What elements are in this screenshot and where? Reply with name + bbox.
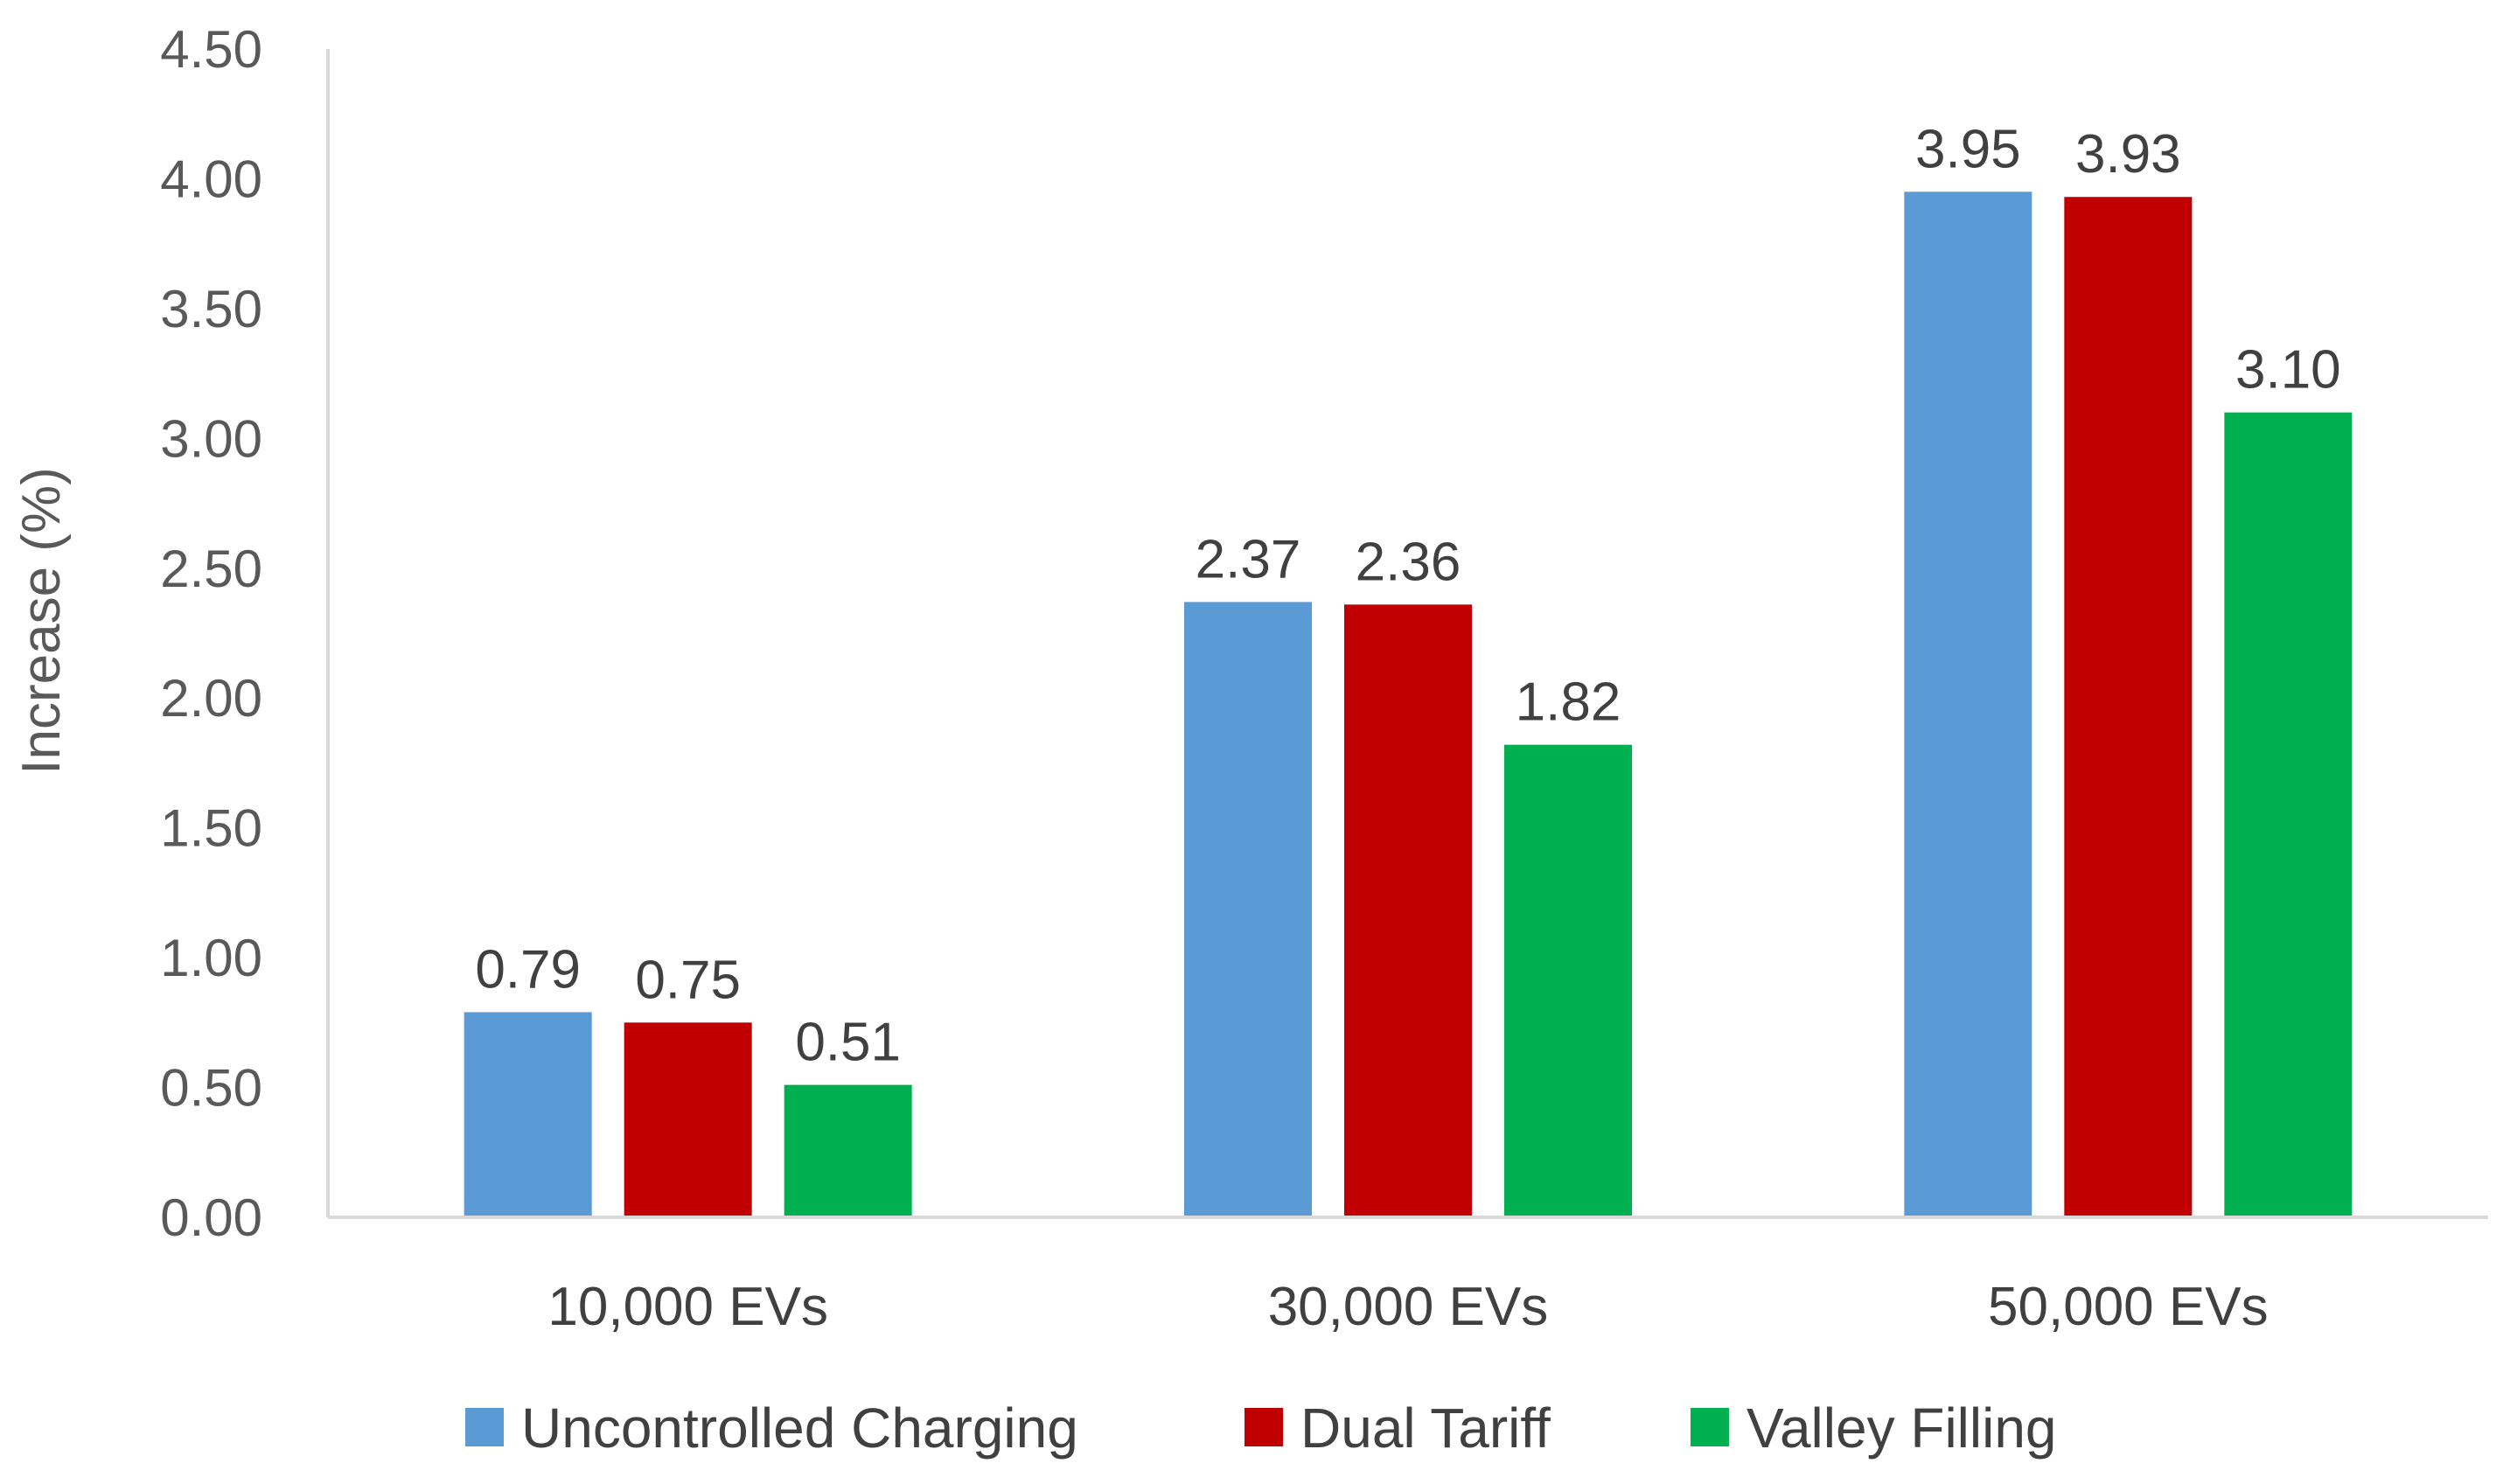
bar-series bbox=[464, 192, 2353, 1218]
data-label: 0.51 bbox=[795, 1013, 901, 1073]
x-axis-categories: 10,000 EVs 30,000 EVs 50,000 EVs bbox=[547, 1277, 2268, 1337]
y-tick-label: 3.50 bbox=[160, 280, 262, 338]
y-tick-label: 3.00 bbox=[160, 409, 262, 468]
legend-label: Valley Filling bbox=[1747, 1397, 2057, 1460]
legend-label: Dual Tariff bbox=[1300, 1397, 1551, 1460]
data-label: 2.36 bbox=[1356, 532, 1461, 592]
data-labels: 0.79 0.75 0.51 2.37 2.36 1.82 3.95 3.93 3.10 bbox=[475, 119, 2340, 1072]
bar-valley-filling bbox=[1504, 744, 1632, 1217]
y-tick-label: 4.00 bbox=[160, 150, 262, 208]
bar-dual-tariff bbox=[1344, 604, 1472, 1217]
x-category-label: 10,000 EVs bbox=[547, 1277, 828, 1337]
bar-uncontrolled-charging bbox=[1184, 602, 1312, 1217]
legend: Uncontrolled Charging Dual Tariff Valley F… bbox=[465, 1397, 2057, 1460]
y-tick-label: 0.00 bbox=[160, 1188, 262, 1247]
x-category-label: 50,000 EVs bbox=[1988, 1277, 2269, 1337]
data-label: 3.10 bbox=[2235, 340, 2341, 401]
y-tick-label: 4.50 bbox=[160, 20, 262, 79]
y-axis-title: Increase (%) bbox=[11, 467, 72, 774]
y-tick-label: 2.50 bbox=[160, 540, 262, 598]
legend-label: Uncontrolled Charging bbox=[521, 1397, 1078, 1460]
bar-dual-tariff bbox=[2064, 197, 2193, 1217]
bar-valley-filling bbox=[784, 1084, 912, 1217]
y-tick-label: 1.50 bbox=[160, 799, 262, 858]
bar-valley-filling bbox=[2224, 412, 2353, 1218]
legend-swatch-valley-filling bbox=[1691, 1408, 1729, 1446]
data-label: 0.79 bbox=[475, 939, 581, 1000]
y-axis-ticks: 0.00 0.50 1.00 1.50 2.00 2.50 3.00 3.50 4.00 4.50 bbox=[160, 20, 262, 1247]
data-label: 1.82 bbox=[1516, 672, 1621, 733]
y-tick-label: 2.00 bbox=[160, 669, 262, 728]
y-tick-label: 0.50 bbox=[160, 1059, 262, 1118]
data-label: 0.75 bbox=[635, 950, 741, 1010]
bar-dual-tariff bbox=[624, 1022, 752, 1217]
data-label: 3.95 bbox=[1915, 119, 2021, 179]
data-label: 3.93 bbox=[2075, 124, 2181, 185]
y-tick-label: 1.00 bbox=[160, 929, 262, 987]
bar-uncontrolled-charging bbox=[1904, 192, 2032, 1217]
legend-swatch-dual-tariff bbox=[1245, 1408, 1283, 1446]
data-label: 2.37 bbox=[1196, 529, 1301, 589]
legend-swatch-uncontrolled-charging bbox=[465, 1408, 504, 1446]
bar-uncontrolled-charging bbox=[464, 1012, 592, 1217]
axes bbox=[326, 49, 2488, 1219]
x-category-label: 30,000 EVs bbox=[1268, 1277, 1549, 1337]
